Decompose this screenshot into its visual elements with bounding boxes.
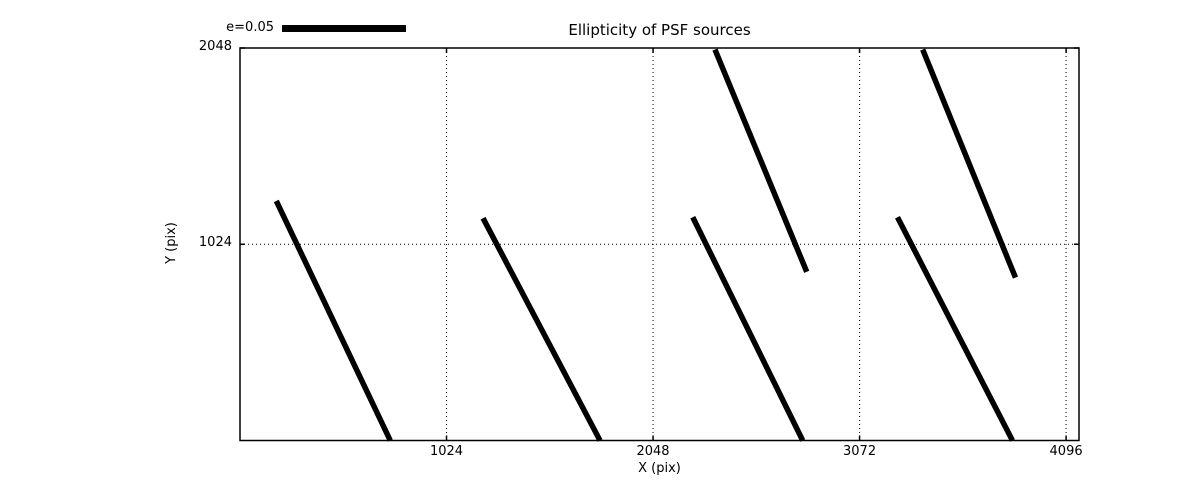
y-tick-label: 1024 [198, 235, 232, 251]
chart-title: Ellipticity of PSF sources [568, 21, 751, 39]
y-tick-label: 2048 [198, 39, 232, 54]
ellipticity-whisker [690, 216, 806, 442]
ellipticity-whisker [273, 199, 393, 442]
legend-scale-bar [282, 25, 406, 32]
x-tick-label: 3072 [843, 444, 877, 459]
ellipticity-whisker [920, 48, 1019, 279]
x-tick-label: 1024 [429, 444, 464, 459]
axes-frame [239, 47, 1080, 442]
ellipticity-whisker [712, 48, 810, 273]
legend-label: e=0.05 [226, 20, 274, 35]
ellipticity-whisker [480, 216, 603, 442]
x-tick-label: 2048 [636, 444, 670, 459]
ellipticity-whisker [895, 215, 1015, 442]
x-axis-label: X (pix) [638, 461, 681, 476]
y-axis-label: Y (pix) [164, 222, 179, 264]
x-tick-label: 4096 [1049, 444, 1083, 459]
